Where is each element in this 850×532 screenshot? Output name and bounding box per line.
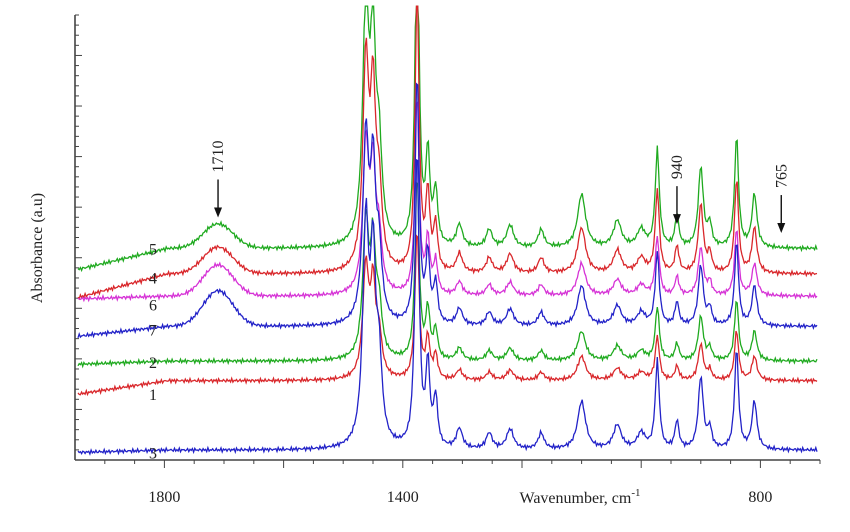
peak-annotations: 1710 940 765 — [210, 140, 790, 234]
y-axis-label: Absorbance (a.u) — [29, 193, 46, 303]
series-label-4: 4 — [149, 271, 157, 288]
arrow-head — [672, 214, 681, 225]
annotation-label: 940 — [669, 155, 686, 179]
annotation-940: 940 — [669, 155, 686, 225]
arrow-head — [214, 207, 223, 218]
spectrum-2 — [77, 181, 818, 369]
series-label-3: 3 — [149, 445, 157, 462]
spectrum-5 — [77, 5, 818, 273]
x-tick-label: 800 — [748, 489, 772, 506]
series-label-5: 5 — [149, 242, 157, 259]
x-axis-label-text: Wavenumber, cm — [520, 490, 632, 507]
spectrum-7 — [77, 82, 818, 339]
series-label-2: 2 — [149, 355, 157, 372]
annotation-label: 765 — [773, 164, 790, 188]
spectrum-4 — [77, 5, 818, 301]
series-labels: 5 4 6 7 2 1 3 — [149, 242, 157, 463]
spectrum-1 — [77, 234, 818, 397]
x-tick-label: 1800 — [148, 489, 180, 506]
arrow-head — [777, 223, 786, 234]
plot-frame — [74, 15, 820, 461]
x-axis-label-superscript: -1 — [631, 487, 640, 499]
series-label-7: 7 — [149, 323, 157, 340]
spectrum-3 — [77, 158, 818, 456]
annotation-label: 1710 — [210, 140, 227, 172]
y-axis-ticks — [75, 14, 82, 461]
annotation-765: 765 — [773, 164, 790, 234]
x-axis-ticks: 1800 1400 800 — [104, 460, 821, 506]
series-label-6: 6 — [149, 297, 157, 314]
spectrum-6 — [77, 101, 818, 303]
x-tick-label: 1400 — [387, 489, 419, 506]
spectra-layer — [77, 5, 818, 456]
annotation-1710: 1710 — [210, 140, 227, 218]
series-label-1: 1 — [149, 387, 157, 404]
x-axis-label: Wavenumber, cm-1 — [520, 487, 641, 507]
